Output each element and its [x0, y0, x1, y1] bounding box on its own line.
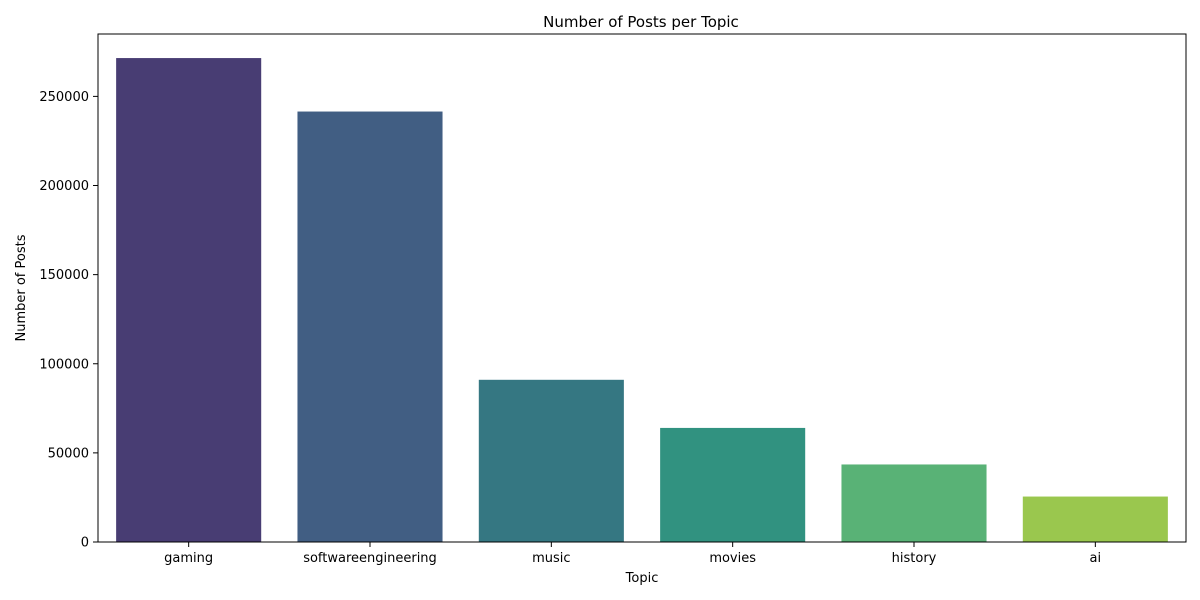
- chart-title: Number of Posts per Topic: [543, 13, 739, 31]
- x-tick-label: history: [892, 551, 937, 566]
- bar-softwareengineering: [297, 111, 443, 543]
- bar-ai: [1022, 496, 1168, 542]
- y-tick-label: 200000: [39, 179, 89, 194]
- bar-movies: [660, 427, 806, 542]
- y-tick-label: 100000: [39, 357, 89, 372]
- y-tick-label: 250000: [39, 90, 89, 105]
- x-tick-label: ai: [1090, 551, 1102, 566]
- x-axis-ticks: gaming softwareengineering music movies hist…: [164, 542, 1101, 566]
- plot-frame: [97, 33, 1187, 543]
- x-axis-label: Topic: [625, 571, 659, 586]
- x-tick-label: music: [532, 551, 570, 566]
- bar-history: [841, 464, 987, 542]
- x-tick-label: gaming: [164, 551, 213, 566]
- x-tick-label: softwareengineering: [303, 551, 437, 566]
- bar-music: [478, 379, 624, 542]
- y-axis-ticks: 0 50000 100000 150000 200000 250000: [39, 90, 98, 551]
- y-tick-label: 0: [81, 536, 89, 551]
- bar-gaming: [116, 58, 262, 542]
- y-tick-label: 150000: [39, 268, 89, 283]
- bars-group: [116, 58, 1168, 543]
- y-tick-label: 50000: [48, 446, 89, 461]
- x-tick-label: movies: [709, 551, 756, 566]
- y-axis-label: Number of Posts: [14, 234, 29, 341]
